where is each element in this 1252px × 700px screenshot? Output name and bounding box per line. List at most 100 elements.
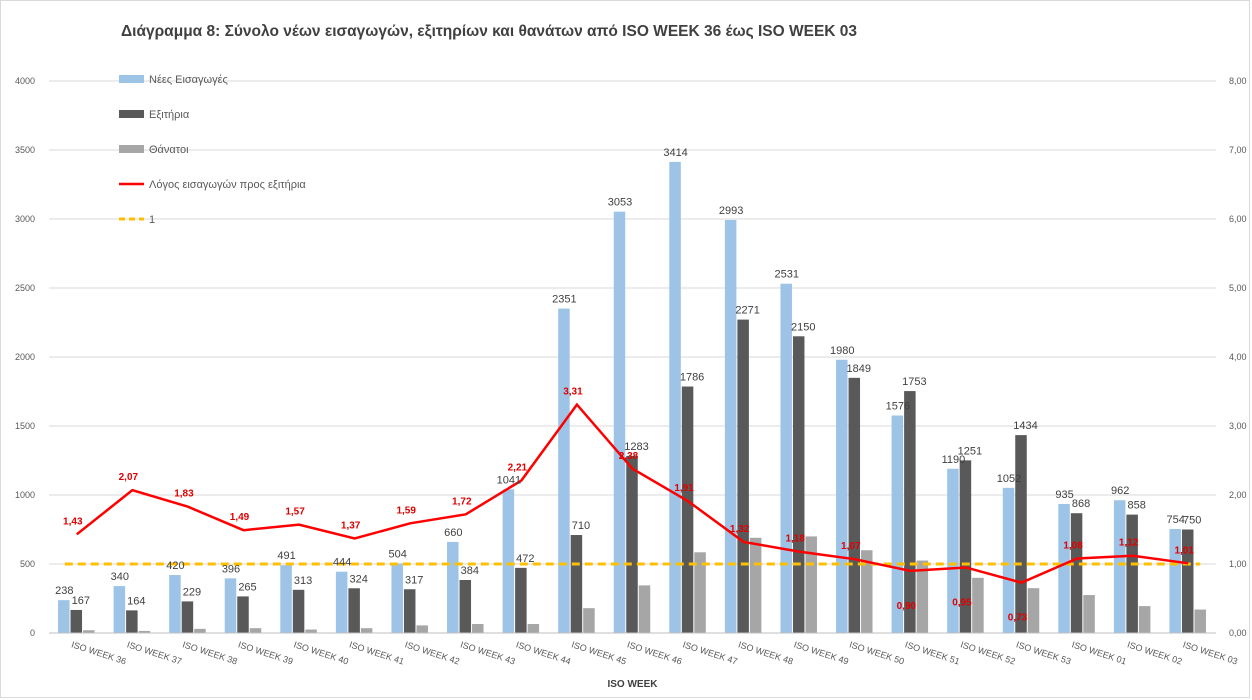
y2-tick-label: 4,00 <box>1229 352 1247 362</box>
bar <box>1027 588 1040 633</box>
ratio-label: 2,21 <box>508 463 528 474</box>
discharges-label: 164 <box>127 595 145 607</box>
y-tick-label: 1500 <box>15 421 35 431</box>
bar <box>1058 503 1070 633</box>
bar <box>237 596 249 633</box>
bar <box>515 567 527 633</box>
x-tick-label: ISO WEEK 39 <box>237 639 294 666</box>
admissions-label: 1190 <box>942 454 966 466</box>
discharges-label: 1283 <box>624 441 648 453</box>
legend-swatch <box>119 145 144 153</box>
bar <box>792 336 805 633</box>
y2-tick-label: 8,00 <box>1229 76 1247 86</box>
x-tick-label: ISO WEEK 43 <box>459 639 516 666</box>
bar <box>83 630 95 633</box>
discharges-label: 2271 <box>735 305 759 317</box>
x-tick-label: ISO WEEK 38 <box>181 639 238 666</box>
ratio-label: 1,07 <box>841 541 861 552</box>
bar <box>1181 529 1194 633</box>
admissions-label: 754 <box>1167 514 1185 526</box>
bar <box>113 586 126 633</box>
admissions-label: 420 <box>166 560 184 572</box>
ratio-label: 1,57 <box>285 507 305 518</box>
y-tick-label: 1000 <box>15 490 35 500</box>
ratio-label: 1,91 <box>674 483 694 494</box>
bar <box>360 628 373 633</box>
bar <box>570 535 583 633</box>
bar <box>972 577 984 633</box>
admissions-label: 2531 <box>774 269 798 281</box>
discharges-label: 710 <box>572 520 590 532</box>
x-tick-label: ISO WEEK 50 <box>848 639 905 666</box>
bar <box>1083 595 1095 633</box>
x-tick-label: ISO WEEK 53 <box>1015 639 1072 666</box>
admissions-label: 935 <box>1055 489 1073 501</box>
discharges-label: 1786 <box>680 372 704 384</box>
bar <box>126 610 138 633</box>
discharges-label: 472 <box>516 553 534 565</box>
y2-tick-label: 6,00 <box>1229 214 1247 224</box>
bar <box>805 536 817 633</box>
x-tick-label: ISO WEEK 45 <box>570 639 627 666</box>
ratio-label: 1,37 <box>341 520 361 531</box>
bar <box>904 391 916 633</box>
bar <box>194 628 206 633</box>
bar <box>681 386 694 633</box>
ratio-label: 2,07 <box>119 472 139 483</box>
admissions-label: 962 <box>1111 485 1129 497</box>
bar <box>749 537 762 633</box>
discharges-label: 1753 <box>902 376 926 388</box>
x-tick-label: ISO WEEK 46 <box>626 639 683 666</box>
bar <box>1138 606 1151 633</box>
x-axis-title: ISO WEEK <box>607 679 658 690</box>
y2-tick-label: 7,00 <box>1229 145 1247 155</box>
admissions-label: 1041 <box>497 474 521 486</box>
bar <box>1015 435 1027 633</box>
legend-label: Νέες Εισαγωγές <box>149 74 228 86</box>
ratio-label: 3,31 <box>563 387 583 398</box>
discharges-label: 324 <box>349 573 367 585</box>
discharges-label: 1434 <box>1013 420 1037 432</box>
bar <box>558 308 570 633</box>
admissions-label: 1576 <box>886 401 910 413</box>
admissions-label: 3414 <box>663 147 687 159</box>
ratio-label: 1,32 <box>730 524 750 535</box>
x-tick-label: ISO WEEK 03 <box>1182 639 1239 666</box>
y-tick-label: 0 <box>30 628 35 638</box>
x-tick-label: ISO WEEK 36 <box>70 639 127 666</box>
ratio-line <box>76 402 1189 584</box>
bar <box>1169 528 1181 633</box>
discharges-label: 750 <box>1183 515 1201 527</box>
bar <box>335 571 348 633</box>
x-tick-label: ISO WEEK 41 <box>348 639 405 666</box>
y2-tick-label: 1,00 <box>1229 559 1247 569</box>
x-tick-label: ISO WEEK 52 <box>959 639 1016 666</box>
ratio-label: 1,12 <box>1119 538 1139 549</box>
y2-tick-label: 0,00 <box>1229 628 1247 638</box>
bar <box>70 609 83 633</box>
bar <box>583 608 595 633</box>
x-tick-label: ISO WEEK 51 <box>904 639 961 666</box>
x-tick-label: ISO WEEK 49 <box>793 639 850 666</box>
discharges-label: 229 <box>183 586 201 598</box>
y-tick-label: 3000 <box>15 214 35 224</box>
ratio-label: 2,38 <box>619 451 639 462</box>
y2-tick-label: 3,00 <box>1229 421 1247 431</box>
ratio-label: 1,08 <box>1063 540 1083 551</box>
bar <box>403 589 416 633</box>
bar <box>947 468 959 633</box>
bar <box>916 560 929 633</box>
legend-label: Θάνατοι <box>149 144 189 156</box>
ratio-label: 0,73 <box>1008 613 1028 624</box>
bar <box>502 489 515 633</box>
legend-swatch <box>119 75 144 83</box>
x-tick-label: ISO WEEK 02 <box>1126 639 1183 666</box>
admissions-label: 1980 <box>830 345 854 357</box>
bar <box>472 624 484 633</box>
discharges-label: 2150 <box>791 321 815 333</box>
bar <box>181 601 194 633</box>
x-tick-label: ISO WEEK 37 <box>126 639 183 666</box>
bar <box>447 541 459 633</box>
discharges-label: 167 <box>72 595 90 607</box>
